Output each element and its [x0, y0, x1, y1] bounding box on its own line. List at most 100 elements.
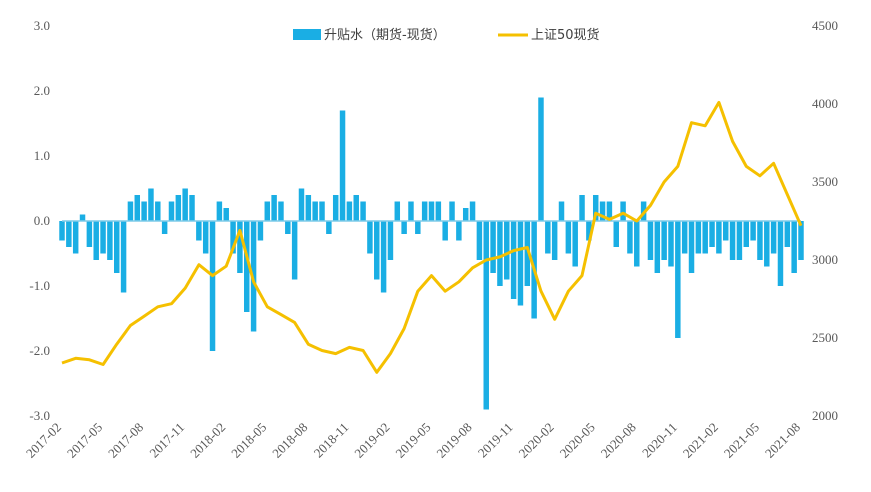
bar: [127, 201, 134, 221]
bar: [599, 201, 606, 221]
bar: [175, 195, 182, 221]
bar: [346, 201, 353, 221]
bar: [353, 195, 359, 221]
x-tick-label: 2018-05: [228, 420, 269, 461]
bar: [161, 221, 168, 234]
bar: [264, 201, 271, 221]
bar: [551, 221, 558, 260]
bar: [558, 201, 565, 221]
left-tick-label: 3.0: [34, 18, 50, 33]
x-tick-label: 2020-08: [598, 420, 639, 461]
x-tick-label: 2019-11: [475, 420, 516, 461]
bar: [339, 110, 346, 221]
left-tick-label: 2.0: [34, 83, 50, 98]
x-tick-label: 2021-02: [680, 420, 721, 461]
bar: [421, 201, 428, 221]
bar: [435, 201, 442, 221]
bar: [497, 221, 503, 286]
x-tick-label: 2017-05: [64, 420, 105, 461]
bar: [134, 195, 141, 221]
legend-label-line: 上证50现货: [531, 27, 600, 43]
left-tick-label: 0.0: [34, 213, 50, 228]
bar: [59, 221, 65, 241]
bar: [770, 221, 777, 254]
left-tick-label: -2.0: [29, 343, 50, 358]
right-tick-label: 4500: [812, 18, 838, 33]
bar: [476, 221, 483, 260]
x-tick-label: 2019-02: [351, 420, 392, 461]
bar: [230, 221, 236, 254]
bar: [545, 221, 551, 254]
left-tick-label: -3.0: [29, 408, 50, 423]
bar: [572, 221, 578, 267]
x-tick-label: 2017-11: [146, 420, 187, 461]
bar: [688, 221, 695, 273]
bar: [216, 201, 223, 221]
bar: [798, 221, 804, 260]
bar: [86, 221, 93, 247]
bar: [380, 221, 387, 293]
bar: [209, 221, 216, 351]
bar: [196, 221, 202, 241]
bar: [223, 208, 229, 221]
bar: [791, 221, 797, 273]
bar: [148, 188, 154, 221]
bar: [675, 221, 681, 338]
bar: [586, 221, 592, 241]
x-tick-label: 2018-02: [187, 420, 228, 461]
bar: [777, 221, 784, 286]
bar: [695, 221, 702, 254]
bar: [702, 221, 708, 254]
bar: [510, 221, 517, 299]
x-tick-label: 2021-05: [721, 420, 762, 461]
bar-series: [59, 97, 804, 410]
x-tick-label: 2019-05: [392, 420, 433, 461]
bar: [271, 195, 277, 221]
bar: [654, 221, 661, 273]
bar: [757, 221, 763, 260]
bar: [750, 221, 756, 241]
bar: [394, 201, 401, 221]
bar: [736, 221, 743, 260]
bar: [189, 195, 195, 221]
left-tick-label: -1.0: [29, 278, 50, 293]
bar: [291, 221, 298, 280]
bar: [613, 221, 619, 247]
x-tick-label: 2020-05: [557, 420, 598, 461]
x-tick-label: 2018-11: [311, 420, 352, 461]
bar: [332, 195, 339, 221]
bar: [202, 221, 209, 254]
legend-swatch-bar: [293, 29, 321, 40]
bar: [469, 201, 476, 221]
bar: [784, 221, 791, 247]
bar: [449, 201, 455, 221]
right-axis: 4500 4000 3500 3000 2500 2000: [812, 18, 838, 423]
bar: [114, 221, 120, 273]
bar: [716, 221, 722, 254]
bar: [483, 221, 489, 410]
bar: [647, 221, 654, 260]
bar: [141, 201, 147, 221]
bar: [490, 221, 496, 273]
bar: [517, 221, 524, 306]
bar: [504, 221, 510, 280]
bar: [107, 221, 113, 260]
x-tick-label: 2020-02: [516, 420, 557, 461]
bar: [312, 201, 318, 221]
bar: [634, 221, 640, 267]
bar: [415, 221, 421, 234]
left-axis: 3.0 2.0 1.0 0.0 -1.0 -2.0 -3.0: [29, 18, 50, 423]
legend-label-bar: 升贴水（期货-现货）: [324, 27, 446, 43]
bar: [244, 221, 250, 312]
bar: [681, 221, 688, 254]
x-axis: 2017-02 2017-05 2017-08 2017-11 2018-02 2018-…: [23, 420, 803, 461]
x-tick-label: 2021-08: [762, 420, 803, 461]
bar: [579, 195, 585, 221]
bar: [606, 201, 613, 221]
bar: [722, 221, 729, 241]
bar: [278, 201, 284, 221]
bar: [93, 221, 99, 260]
bar: [100, 221, 106, 254]
bar: [374, 221, 380, 280]
